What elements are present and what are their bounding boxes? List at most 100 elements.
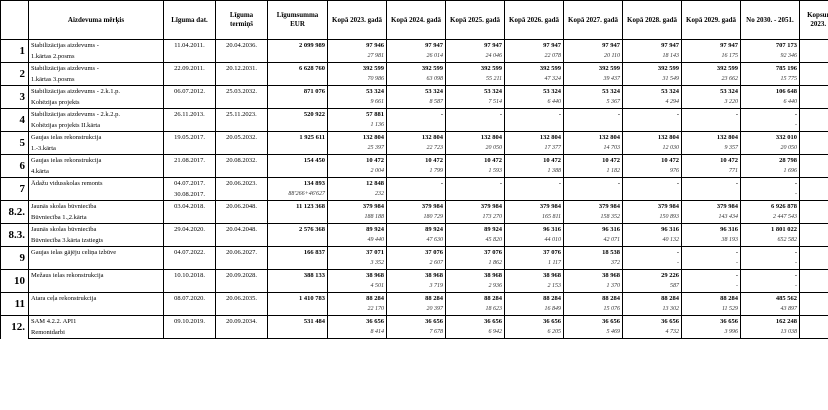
column-header: Aizdevuma mērķis bbox=[28, 0, 164, 40]
principal-value: - bbox=[740, 269, 800, 281]
table-row-interest: 4.kārta 2 004 1 799 1 593 1 388 1 182 976 771 1 … bbox=[1, 166, 828, 178]
contract-term: 20.09.2028. bbox=[215, 269, 268, 281]
empty-cell bbox=[215, 120, 268, 132]
interest-value: 38 193 bbox=[681, 235, 741, 247]
interest-value: 3 352 bbox=[327, 258, 387, 270]
interest-value: 3 719 bbox=[386, 281, 446, 293]
empty-cell bbox=[215, 258, 268, 270]
interest-value: 63 098 bbox=[386, 74, 446, 86]
table-row: 4 Stabilizācijas aizdevums - 2.k.2.p. 26.1… bbox=[0, 108, 828, 132]
principal-value: 10 472 bbox=[622, 154, 682, 166]
interest-value: 2 447 543 bbox=[740, 212, 800, 224]
interest-value: 9 357 bbox=[681, 143, 741, 155]
table-row-interest: Remontdarbi 8 414 7 678 6 942 6 205 5 469 4 73… bbox=[1, 327, 828, 339]
principal-value: 53 324 bbox=[327, 85, 387, 97]
interest-value: 6 440 bbox=[504, 97, 564, 109]
interest-value: 8 587 bbox=[386, 97, 446, 109]
contract-date: 03.04.2018. bbox=[163, 200, 216, 212]
row-number: 11 bbox=[0, 292, 29, 316]
interest-value: 26 014 bbox=[386, 51, 446, 63]
interest-value: 1 182 bbox=[563, 166, 623, 178]
interest-value: 5 469 bbox=[563, 327, 623, 339]
interest-value: 165 811 bbox=[504, 212, 564, 224]
interest-value: - bbox=[681, 281, 741, 293]
row-number: 9 bbox=[0, 246, 29, 270]
table-row: 8.3. Jaunās skolas būvniecība 29.04.2020. 2… bbox=[0, 223, 828, 247]
interest-value: 12 030 bbox=[622, 143, 682, 155]
empty-cell bbox=[215, 74, 268, 86]
principal-value: - bbox=[386, 177, 446, 189]
interest-value: 17 377 bbox=[504, 143, 564, 155]
purpose-line2: 1.kārtas 3.posms bbox=[28, 74, 164, 86]
empty-cell bbox=[215, 166, 268, 178]
principal-value: - bbox=[386, 108, 446, 120]
contract-date-2 bbox=[163, 258, 216, 270]
principal-value: 96 316 bbox=[504, 223, 564, 235]
empty-cell bbox=[215, 281, 268, 293]
contract-sum-note bbox=[267, 281, 328, 293]
interest-value: 4 294 bbox=[622, 97, 682, 109]
principal-value: 418 840 bbox=[799, 315, 828, 327]
interest-value: 16 849 bbox=[504, 304, 564, 316]
interest-value: 7 514 bbox=[445, 97, 505, 109]
principal-value: - bbox=[740, 177, 800, 189]
interest-value: 180 729 bbox=[386, 212, 446, 224]
principal-value: 36 656 bbox=[327, 315, 387, 327]
contract-sum-note: 88'266+46'627 bbox=[267, 189, 328, 201]
contract-term: 25.03.2032. bbox=[215, 85, 268, 97]
contract-date: 19.05.2017. bbox=[163, 131, 216, 143]
principal-value: 29 226 bbox=[622, 269, 682, 281]
interest-value: 1 862 bbox=[445, 258, 505, 270]
interest-value: 92 346 bbox=[740, 51, 800, 63]
principal-value: 96 316 bbox=[563, 223, 623, 235]
empty-cell bbox=[215, 143, 268, 155]
interest-value: 141 687 bbox=[799, 143, 828, 155]
contract-date-2 bbox=[163, 74, 216, 86]
contract-sum-note bbox=[267, 258, 328, 270]
table-row: 7 Ādažu vidusskolas remonts 04.07.2017. 20.… bbox=[0, 177, 828, 201]
principal-value: 53 324 bbox=[681, 85, 741, 97]
column-header: Kopā 2028. gadā bbox=[622, 0, 682, 40]
interest-value: 976 bbox=[622, 166, 682, 178]
principal-value: 1 392 800 bbox=[799, 39, 828, 51]
purpose-line2 bbox=[28, 281, 164, 293]
principal-value: 392 599 bbox=[681, 62, 741, 74]
interest-value: 27 981 bbox=[327, 51, 387, 63]
row-number: 10 bbox=[0, 269, 29, 293]
principal-value: - bbox=[622, 177, 682, 189]
interest-value bbox=[386, 189, 446, 201]
principal-value: 88 284 bbox=[504, 292, 564, 304]
interest-value: - bbox=[740, 120, 800, 132]
principal-value: 785 196 bbox=[740, 62, 800, 74]
row-number: 1 bbox=[0, 39, 29, 63]
interest-value: 47 630 bbox=[386, 235, 446, 247]
row-number: 8.2. bbox=[0, 200, 29, 224]
table-row: 5 Gaujas ielas rekonstrukcija 19.05.2017. 2… bbox=[0, 131, 828, 155]
interest-value: 1 388 bbox=[504, 166, 564, 178]
purpose-line1: Jaunās skolas būvniecība bbox=[28, 200, 164, 212]
principal-value: 132 804 bbox=[563, 131, 623, 143]
interest-value: 6 205 bbox=[504, 327, 564, 339]
principal-value: 89 924 bbox=[386, 223, 446, 235]
contract-date: 26.11.2013. bbox=[163, 108, 216, 120]
principal-value: 36 656 bbox=[504, 315, 564, 327]
interest-value: 51 523 bbox=[799, 97, 828, 109]
interest-value: 587 bbox=[622, 281, 682, 293]
principal-value: 38 968 bbox=[386, 269, 446, 281]
contract-sum: 2 576 368 bbox=[267, 223, 328, 235]
interest-value: 49 440 bbox=[327, 235, 387, 247]
contract-date-2 bbox=[163, 97, 216, 109]
interest-value: 4 732 bbox=[622, 327, 682, 339]
principal-value: 53 324 bbox=[563, 85, 623, 97]
principal-value: 53 324 bbox=[622, 85, 682, 97]
principal-value: 18 538 bbox=[563, 246, 623, 258]
contract-sum: 6 628 760 bbox=[267, 62, 328, 74]
contract-term: 20.12.2031. bbox=[215, 62, 268, 74]
principal-value: - bbox=[681, 269, 741, 281]
interest-value bbox=[563, 189, 623, 201]
interest-value: - bbox=[622, 258, 682, 270]
interest-value: 2 004 bbox=[327, 166, 387, 178]
contract-sum: 531 484 bbox=[267, 315, 328, 327]
table-row-interest: 1.kārtas 3.posms 70 986 63 098 55 211 47 324… bbox=[1, 74, 828, 86]
